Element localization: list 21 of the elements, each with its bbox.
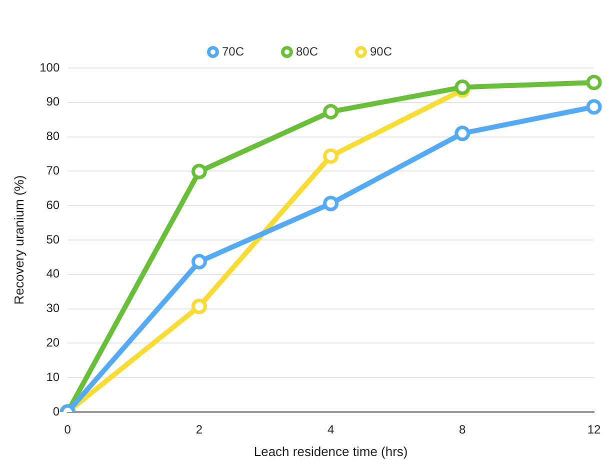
x-tick-label: 0 [64, 422, 72, 437]
legend-label: 90C [370, 44, 392, 58]
y-tick-label: 80 [46, 129, 60, 144]
y-tick-label: 10 [46, 370, 60, 384]
y-tick-label: 60 [46, 198, 60, 212]
y-tick-label: 30 [46, 301, 60, 316]
x-tick-label: 12 [587, 422, 601, 437]
legend-label: 80C [296, 44, 318, 58]
y-tick-label: 50 [46, 232, 60, 246]
legend-label: 70C [222, 44, 244, 58]
y-tick-label: 90 [46, 94, 60, 109]
x-tick-label: 2 [196, 422, 203, 437]
y-axis-title: Recovery uranium (%) [11, 175, 26, 305]
y-tick-label: 100 [40, 60, 60, 74]
y-tick-label: 20 [46, 336, 60, 350]
x-tick-label: 8 [459, 422, 466, 437]
x-axis-title: Leach residence time (hrs) [254, 444, 408, 459]
y-tick-label: 0 [52, 404, 60, 418]
y-tick-label: 70 [46, 164, 60, 178]
x-tick-label: 4 [327, 422, 334, 437]
y-tick-label: 40 [46, 266, 60, 281]
